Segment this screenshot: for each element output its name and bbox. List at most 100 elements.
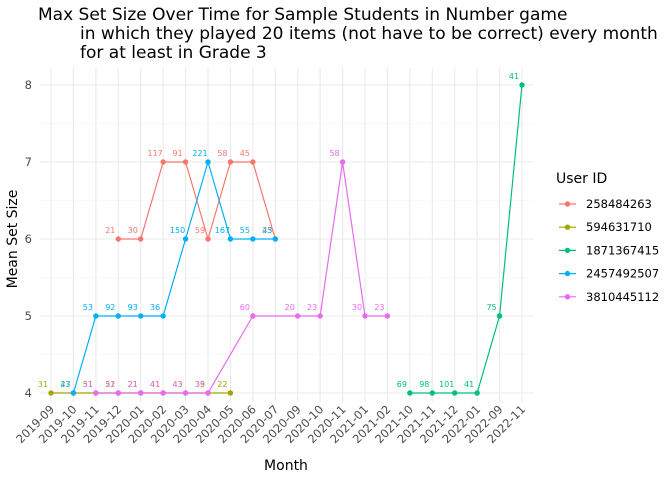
data-point bbox=[519, 82, 525, 88]
y-tick-label: 7 bbox=[25, 155, 32, 169]
data-label: 41 bbox=[150, 380, 160, 389]
data-point bbox=[227, 159, 234, 165]
y-tick-label: 8 bbox=[25, 78, 32, 92]
data-label: 31 bbox=[83, 380, 93, 389]
data-label: 75 bbox=[486, 303, 496, 312]
y-axis-title: Mean Set Size bbox=[5, 190, 21, 289]
data-point bbox=[160, 159, 166, 165]
plot-data-labels: 21 30 117 91 59 58 45 25 31 27 51 51 21 41 43 39 22 69 98 1… bbox=[38, 72, 519, 389]
y-tick-label: 6 bbox=[25, 232, 32, 246]
legend: User ID 258484263 594631710 1871367415 2457… bbox=[556, 171, 659, 304]
series-line bbox=[72, 159, 276, 394]
series-line bbox=[409, 84, 523, 394]
data-label: 21 bbox=[128, 380, 138, 389]
series-line bbox=[95, 161, 388, 394]
data-point bbox=[339, 159, 346, 165]
data-point bbox=[205, 236, 211, 242]
data-label: 98 bbox=[419, 380, 429, 389]
data-label: 41 bbox=[464, 380, 474, 389]
data-label: 91 bbox=[172, 149, 182, 158]
legend-label: 258484263 bbox=[586, 197, 652, 211]
data-label: 41 bbox=[509, 72, 519, 81]
data-point bbox=[115, 236, 121, 242]
data-label: 117 bbox=[148, 149, 163, 158]
plot-axes: 456782019-092019-102019-112019-122020-01… bbox=[13, 78, 528, 446]
data-point bbox=[182, 236, 189, 242]
data-label: 51 bbox=[83, 380, 93, 389]
data-point bbox=[138, 236, 144, 242]
y-tick-label: 4 bbox=[25, 386, 32, 400]
data-label: 43 bbox=[262, 226, 272, 235]
data-point bbox=[317, 313, 323, 319]
data-point bbox=[160, 390, 166, 396]
legend-item: 1871367415 bbox=[559, 243, 659, 257]
data-label: 22 bbox=[105, 380, 115, 389]
legend-key-point bbox=[564, 294, 571, 300]
data-label: 35 bbox=[195, 380, 205, 389]
data-point bbox=[452, 390, 458, 396]
data-label: 31 bbox=[38, 380, 48, 389]
data-point bbox=[250, 236, 256, 242]
data-point bbox=[182, 159, 189, 165]
data-label: 21 bbox=[128, 380, 138, 389]
data-label: 22 bbox=[217, 380, 227, 389]
series-2457492507 bbox=[70, 159, 278, 396]
data-label: 21 bbox=[105, 226, 115, 235]
data-point bbox=[295, 313, 301, 319]
legend-key-point bbox=[564, 270, 571, 277]
legend-label: 594631710 bbox=[586, 220, 652, 234]
data-label: 30 bbox=[352, 303, 362, 312]
data-label: 221 bbox=[192, 149, 207, 158]
chart-title-line-3: for at least in Grade 3 bbox=[80, 43, 267, 63]
data-point bbox=[205, 390, 211, 396]
legend-title: User ID bbox=[556, 171, 607, 187]
data-point bbox=[115, 390, 121, 396]
data-label: 93 bbox=[128, 303, 138, 312]
data-label: 150 bbox=[170, 226, 185, 235]
data-label: 58 bbox=[217, 149, 227, 158]
legend-item: 594631710 bbox=[559, 220, 652, 234]
chart-title-line-1: Max Set Size Over Time for Sample Studen… bbox=[38, 5, 567, 25]
data-label: 53 bbox=[83, 303, 93, 312]
data-label: 92 bbox=[105, 303, 115, 312]
plot-series bbox=[48, 82, 525, 396]
data-label: 41 bbox=[150, 380, 160, 389]
data-label: 60 bbox=[240, 303, 250, 312]
data-label: 36 bbox=[150, 303, 160, 312]
data-point bbox=[272, 236, 278, 242]
legend-label: 3810445112 bbox=[586, 290, 659, 304]
legend-key-point bbox=[564, 224, 571, 230]
data-point bbox=[138, 313, 144, 319]
legend-label: 2457492507 bbox=[586, 267, 659, 281]
data-point bbox=[250, 313, 256, 319]
data-label: 69 bbox=[397, 380, 407, 389]
data-label: 43 bbox=[172, 380, 182, 389]
legend-item: 2457492507 bbox=[559, 267, 659, 281]
legend-item: 3810445112 bbox=[559, 290, 659, 304]
data-label: 23 bbox=[374, 303, 384, 312]
data-point bbox=[362, 313, 368, 319]
series-1871367415 bbox=[407, 82, 525, 396]
data-label: 23 bbox=[307, 303, 317, 312]
data-point bbox=[115, 313, 121, 319]
data-label: 55 bbox=[240, 226, 250, 235]
data-label: 30 bbox=[128, 226, 138, 235]
data-point bbox=[48, 390, 54, 396]
data-label: 25 bbox=[262, 226, 272, 235]
data-point bbox=[474, 390, 480, 396]
data-label: 167 bbox=[215, 226, 230, 235]
legend-key-point bbox=[564, 247, 571, 254]
data-label: 58 bbox=[329, 149, 339, 158]
data-point bbox=[205, 159, 211, 165]
data-point bbox=[93, 313, 99, 319]
data-point bbox=[70, 390, 77, 396]
chart-title: Max Set Size Over Time for Sample Studen… bbox=[38, 5, 658, 63]
data-point bbox=[384, 313, 391, 319]
data-point bbox=[429, 390, 435, 396]
data-label: 43 bbox=[60, 380, 70, 389]
data-point bbox=[160, 313, 166, 319]
data-label: 27 bbox=[60, 380, 70, 389]
data-label: 39 bbox=[195, 380, 205, 389]
data-label: 43 bbox=[172, 380, 182, 389]
